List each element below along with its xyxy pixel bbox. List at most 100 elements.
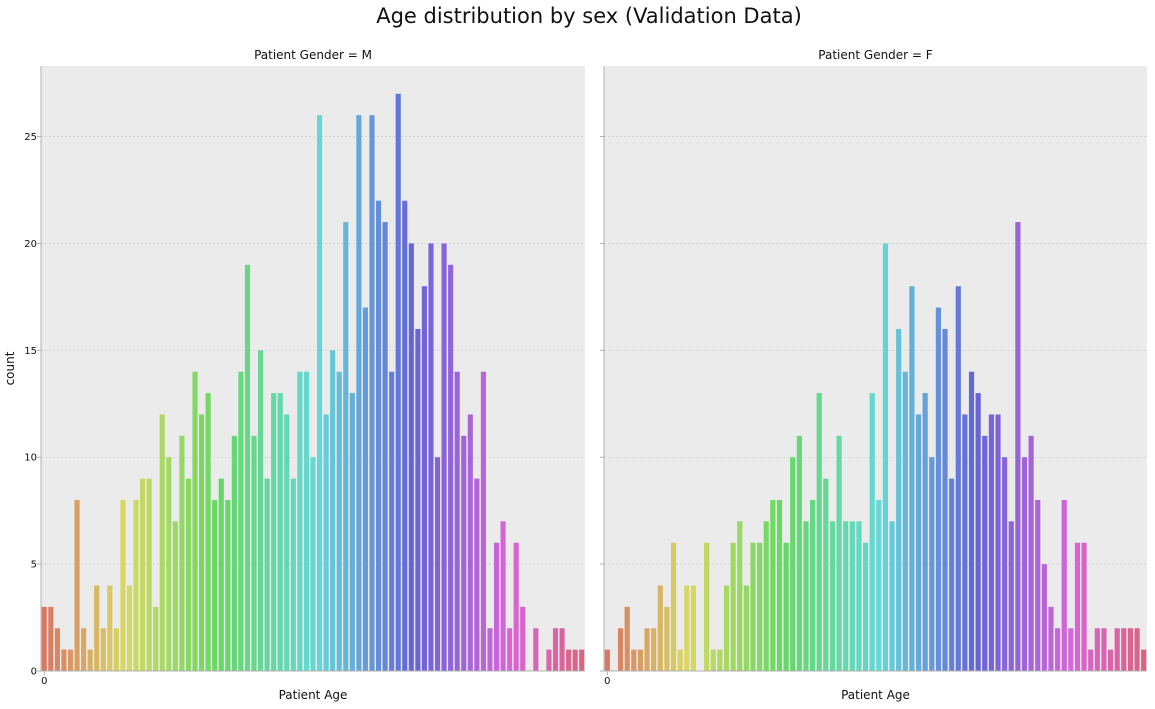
bar [624,606,630,671]
bar [763,521,769,671]
figure-title: Age distribution by sex (Validation Data… [376,4,802,28]
bar [783,542,789,671]
bar [1081,542,1087,671]
bar [949,478,955,671]
bar [988,414,994,671]
bar [546,649,552,671]
bar [153,606,159,671]
bar [225,499,231,671]
bar [1061,499,1067,671]
bar [349,393,355,671]
bar [889,521,895,671]
bar [48,606,54,671]
bar [902,371,908,671]
bar [330,350,336,671]
bar [862,542,869,671]
bar [995,414,1001,671]
bar [113,628,119,671]
plot-area [604,66,1147,671]
bar [631,649,637,671]
bar [166,457,172,671]
bar [1094,628,1100,671]
bar [87,649,93,671]
bar [461,435,467,671]
bar [1134,628,1140,671]
bar [277,393,283,671]
bars [41,93,585,672]
bar [810,499,816,671]
bar [836,435,842,671]
bar [185,478,192,671]
bar [1114,628,1120,671]
facet-title: Patient Gender = M [254,48,372,62]
bar [1127,628,1134,671]
bar [929,457,935,671]
facet-panels: 0 5 10 15 20 25 0 Patient Gender = M Patient Age… [3,48,1147,702]
bar [231,435,237,671]
bar [955,286,961,671]
bar [776,499,783,671]
bar [159,414,165,671]
bar [1015,222,1021,672]
bar [467,414,473,671]
bar [684,585,690,671]
bar [942,328,948,671]
bar [290,478,296,671]
bar [909,286,915,671]
bar [843,521,849,671]
bar [770,499,776,671]
bar [310,457,316,671]
bar [723,585,730,671]
bar [81,628,87,671]
bar [796,435,802,671]
bar [192,371,198,671]
bar [730,542,736,671]
bar [395,93,401,672]
bar [533,628,539,671]
bar [1107,649,1114,671]
facet-panel-m: 0 5 10 15 20 25 0 Patient Gender = M Patient Age… [3,48,585,702]
x-axis-label: Patient Age [841,688,910,702]
bar [415,328,421,671]
bar [258,350,264,671]
y-tick-label: 5 [31,560,37,571]
bar [336,371,342,671]
bar [500,521,506,671]
bar [54,628,60,671]
bar [284,414,290,671]
bar [896,328,902,671]
bar [982,435,988,671]
bar [520,606,526,671]
bar [975,393,981,671]
bar [717,649,723,671]
bar [513,542,519,671]
bar [297,371,303,671]
bar [402,200,408,671]
x-tick-label: 0 [41,676,47,687]
bar [677,649,683,671]
bar [922,393,928,671]
bar [572,649,578,671]
bar [1068,628,1074,671]
bar [670,542,677,671]
bar [1055,628,1061,671]
bar [743,585,749,671]
bar [218,478,224,671]
facet-title: Patient Gender = F [818,48,933,62]
bar [434,457,441,671]
bar [816,393,822,671]
bar [657,585,663,671]
facet-panel-f: 0 Patient Gender = F Patient Age [600,48,1147,702]
bar [126,585,133,671]
bar [448,264,454,671]
bar [962,414,968,671]
y-tick-label: 20 [24,239,37,250]
bar [790,457,796,671]
bar [604,649,610,671]
y-axis-label: count [3,351,17,385]
bar [389,371,395,671]
bar [487,628,493,671]
bar [1028,435,1034,671]
bar [869,393,875,671]
bar [428,243,434,671]
